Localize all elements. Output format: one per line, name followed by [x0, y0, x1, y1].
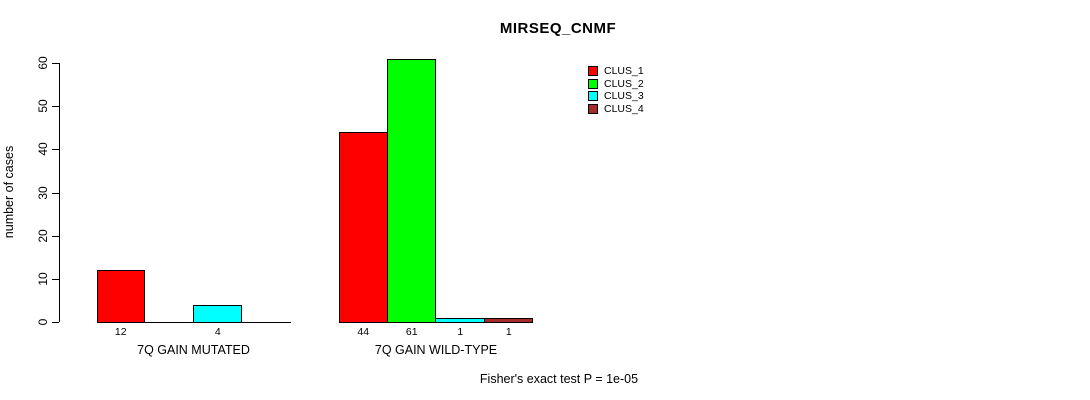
legend-label: CLUS_3	[604, 90, 644, 103]
bar-value-label: 61	[405, 326, 418, 338]
bar-clus_3-2	[435, 317, 485, 323]
y-tick-label: 10	[36, 272, 50, 286]
y-tick-label: 40	[36, 142, 50, 157]
bar-clus_2-2	[386, 58, 436, 323]
legend-swatch-icon	[588, 91, 598, 102]
bar-clus_4-2	[483, 317, 533, 323]
legend-label: CLUS_2	[604, 77, 644, 90]
legend-item-clus_1: CLUS_1	[588, 66, 644, 76]
bar-clus_3-1	[192, 304, 242, 323]
chart-title: MIRSEQ_CNMF	[499, 20, 617, 37]
category-label: 7Q GAIN MUTATED	[137, 343, 250, 357]
legend-swatch-icon	[588, 66, 598, 76]
y-tick	[52, 235, 59, 237]
footer-note: Fisher's exact test P = 1e-05	[479, 372, 639, 386]
legend-swatch-icon	[588, 78, 598, 89]
y-axis-label: number of cases	[2, 145, 16, 239]
bar-value-label: 4	[214, 326, 221, 338]
legend-swatch-icon	[588, 103, 598, 114]
y-tick	[52, 149, 59, 151]
y-tick	[52, 192, 59, 194]
y-axis-line	[59, 63, 60, 322]
y-tick	[52, 63, 59, 64]
legend-item-clus_2: CLUS_2	[588, 77, 644, 90]
legend-item-clus_3: CLUS_3	[588, 91, 644, 101]
bar-value-label: 12	[114, 326, 127, 338]
bar-value-label: 44	[357, 326, 370, 338]
y-tick-label: 50	[36, 99, 50, 113]
legend: CLUS_1 CLUS_2 CLUS_3 CLUS_4	[588, 66, 644, 116]
legend-item-clus_4: CLUS_4	[588, 104, 644, 114]
y-tick-label: 30	[36, 185, 50, 200]
bar-clus_1-2	[339, 132, 388, 323]
legend-label: CLUS_1	[604, 65, 644, 77]
bar-clus_1-1	[96, 270, 145, 323]
legend-label: CLUS_4	[604, 102, 644, 115]
y-tick-label: 0	[36, 318, 50, 326]
y-tick-label: 20	[36, 228, 50, 243]
bar-value-label: 1	[505, 326, 512, 338]
y-tick	[52, 322, 59, 323]
category-label: 7Q GAIN WILD-TYPE	[374, 343, 498, 357]
y-tick	[52, 278, 59, 280]
y-tick	[52, 106, 59, 108]
bar-value-label: 1	[457, 326, 464, 338]
y-tick-label: 60	[36, 56, 50, 70]
